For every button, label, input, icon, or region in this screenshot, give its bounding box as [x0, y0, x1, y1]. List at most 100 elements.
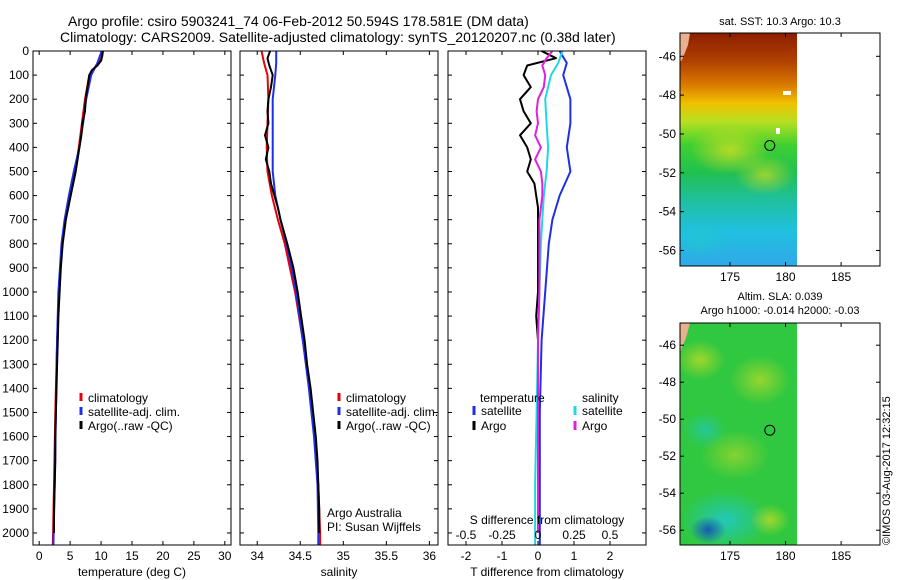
y-tick-label: 500	[9, 164, 29, 178]
map-y-tick-label: -48	[659, 88, 677, 102]
legend-label: Argo(..raw -QC)	[88, 419, 173, 433]
sst-warm-patch	[735, 155, 795, 195]
map-y-tick-label: -52	[659, 449, 677, 463]
sla-map-title-1: Altim. SLA: 0.039	[737, 291, 823, 303]
x-tick-label: 20	[156, 549, 170, 563]
map-y-tick-label: -56	[659, 523, 677, 537]
x-tick-label: -2	[461, 549, 472, 563]
map-y-tick-label: -46	[659, 338, 677, 352]
annotation-line: Argo Australia	[327, 506, 402, 520]
legend-label: Argo	[582, 419, 608, 433]
sst-land	[680, 33, 690, 62]
sla-negative-patch	[683, 412, 727, 448]
legend-label: climatology	[88, 391, 148, 405]
temperature-panel: 0100200300400500600700800900100011001200…	[2, 44, 232, 579]
sst-missing-data	[776, 128, 780, 134]
legend-label: satellite-adj. clim.	[88, 405, 180, 419]
sla-map-ticks: -46 -48 -50 -52 -54 -56 175 180 185	[659, 323, 880, 563]
x-tick-label: 2	[607, 549, 614, 563]
s-axis-label: S difference from climatology	[470, 513, 625, 527]
sst-map: -46 -48 -50 -52 -54 -56 175 180 185	[659, 32, 881, 284]
y-tick-label: 0	[22, 44, 29, 58]
x-tick-label: 5	[67, 549, 74, 563]
sst-map-ticks: -46 -48 -50 -52 -54 -56 175 180 185	[659, 33, 880, 284]
y-tick-label: 1300	[2, 357, 29, 371]
sst-map-empty	[797, 33, 880, 266]
y-tick-label: 2000	[2, 526, 29, 540]
y-tick-label: 300	[9, 116, 29, 130]
x-tick-label: 0	[36, 549, 43, 563]
map-x-tick-label: 180	[776, 549, 796, 563]
sla-positive-patch	[680, 340, 725, 380]
map-y-tick-label: -46	[659, 49, 677, 63]
legend-label: satellite-adj. clim.	[346, 405, 438, 419]
difference-panel: -2 -1 0 1 2 T difference from climatology -0.5…	[447, 50, 647, 579]
y-tick-label: 1200	[2, 333, 29, 347]
x-tick-label: 1	[571, 549, 578, 563]
annotation-line: PI: Susan Wijffels	[327, 520, 421, 534]
series-line-satellite-adj-clim-	[52, 50, 103, 546]
y-tick-label: 200	[9, 92, 29, 106]
map-y-tick-label: -54	[659, 205, 677, 219]
y-tick-label: 1000	[2, 285, 29, 299]
y-tick-label: 1600	[2, 430, 29, 444]
sla-map-empty	[797, 323, 880, 545]
sst-map-title: sat. SST: 10.3 Argo: 10.3	[719, 16, 841, 28]
x-tick-label: 34	[251, 549, 265, 563]
legend-label: satellite	[582, 404, 623, 418]
series-line-s-argo	[534, 50, 554, 533]
s-tick-label: 0	[535, 528, 542, 542]
sst-cool-patch	[680, 222, 730, 258]
x-tick-label: -1	[497, 549, 508, 563]
sla-map-title-2: Argo h1000: -0.014 h2000: -0.03	[700, 305, 860, 317]
map-x-tick-label: 185	[831, 549, 851, 563]
legend-label: Argo	[481, 419, 507, 433]
sst-missing-data	[783, 91, 791, 95]
legend-label: Argo(..raw -QC)	[346, 419, 431, 433]
figure-title-line-2: Climatology: CARS2009. Satellite-adjuste…	[60, 29, 616, 45]
x-tick-label: 36	[423, 549, 437, 563]
legend-heading: salinity	[582, 391, 619, 405]
y-tick-label: 1400	[2, 381, 29, 395]
credit-text: ©IMOS 03-Aug-2017 12:32:15	[881, 396, 893, 545]
sla-positive-patch	[750, 504, 790, 536]
y-tick-label: 1700	[2, 454, 29, 468]
sla-map-frame	[679, 322, 881, 546]
sla-profile-marker	[764, 424, 776, 436]
x-tick-label: 10	[94, 549, 108, 563]
y-tick-label: 1800	[2, 478, 29, 492]
x-tick-label: 34.5	[289, 549, 313, 563]
plot-frame	[447, 50, 647, 546]
x-tick-label: 35	[337, 549, 351, 563]
map-y-tick-label: -56	[659, 243, 677, 257]
salinity-panel: 34 34.5 35 35.5 36 salinity climatologysatelli…	[239, 50, 439, 579]
y-tick-label: 800	[9, 237, 29, 251]
series-line-argo-raw-qc-	[53, 50, 104, 533]
series-line-argo-raw-qc-	[264, 50, 321, 533]
x-tick-label: 15	[125, 549, 139, 563]
map-y-tick-label: -50	[659, 127, 677, 141]
sla-map: -46 -48 -50 -52 -54 -56 175 180 185	[659, 322, 881, 563]
map-x-tick-label: 180	[776, 270, 796, 284]
y-tick-label: 400	[9, 140, 29, 154]
figure-title-line-1: Argo profile: csiro 5903241_74 06-Feb-20…	[68, 13, 529, 29]
map-x-tick-label: 175	[720, 549, 740, 563]
sla-negative-patch	[690, 516, 726, 544]
x-axis-label: temperature (deg C)	[78, 565, 186, 579]
s-tick-label: -0.25	[488, 528, 516, 542]
s-tick-label: 0.25	[562, 528, 586, 542]
sst-map-frame	[679, 32, 881, 267]
x-tick-label: 25	[187, 549, 201, 563]
y-tick-label: 700	[9, 213, 29, 227]
series-line-climatology	[260, 50, 322, 545]
x-tick-label: 0	[535, 549, 542, 563]
x-axis-label: T difference from climatology	[470, 565, 624, 579]
x-tick-label: 30	[218, 549, 232, 563]
plot-frame	[239, 50, 439, 546]
plot-frame	[32, 50, 232, 546]
legend-label: satellite	[481, 404, 522, 418]
map-y-tick-label: -52	[659, 166, 677, 180]
y-tick-label: 100	[9, 68, 29, 82]
map-y-tick-label: -50	[659, 412, 677, 426]
